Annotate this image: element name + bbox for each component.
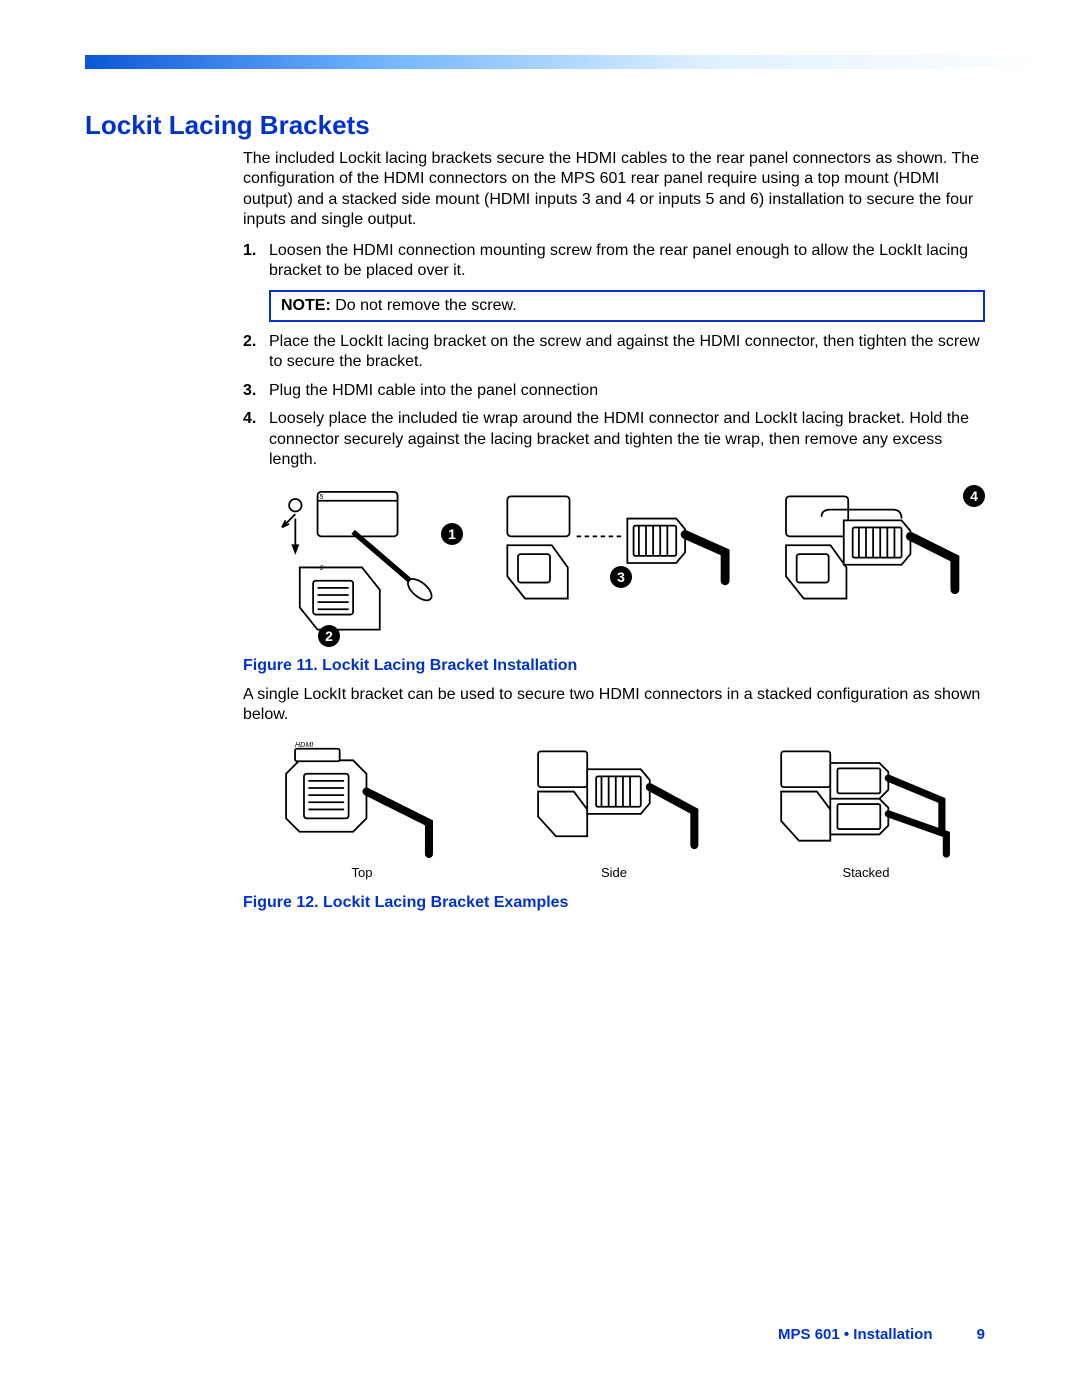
- step-number: 3.: [243, 381, 269, 401]
- step-text: Loosely place the included tie wrap arou…: [269, 409, 985, 470]
- page-footer: MPS 601 • Installation 9: [778, 1326, 985, 1343]
- figure-11-row: 5 6 1 2: [243, 483, 985, 643]
- hdmi-tiny-label: HDMI: [295, 740, 313, 748]
- callout-4: 4: [963, 485, 985, 507]
- figure-11-caption: Figure 11. Lockit Lacing Bracket Install…: [243, 657, 985, 675]
- footer-page-number: 9: [977, 1326, 985, 1343]
- step-list: 1. Loosen the HDMI connection mounting s…: [243, 241, 985, 282]
- step-2: 2. Place the LockIt lacing bracket on th…: [243, 332, 985, 373]
- figure-12-row: HDMI Top Side: [243, 738, 985, 880]
- step-3: 3. Plug the HDMI cable into the panel co…: [243, 381, 985, 401]
- note-text: Do not remove the screw.: [331, 297, 517, 314]
- step-number: 2.: [243, 332, 269, 373]
- figure-11-panel-2: 3: [495, 483, 733, 643]
- step-number: 4.: [243, 409, 269, 470]
- step-text: Place the LockIt lacing bracket on the s…: [269, 332, 985, 373]
- figure-12-caption: Figure 12. Lockit Lacing Bracket Example…: [243, 894, 985, 912]
- header-gradient-bar: [85, 55, 1040, 69]
- figure-12-panel-stacked: Stacked: [747, 738, 985, 880]
- figure-11-panel-1: 5 6 1 2: [243, 483, 481, 643]
- fig12-label-side: Side: [601, 865, 627, 880]
- callout-3: 3: [610, 566, 632, 588]
- note-box: NOTE: Do not remove the screw.: [269, 290, 985, 322]
- intro-paragraph: The included Lockit lacing brackets secu…: [243, 149, 985, 231]
- step-list-cont: 2. Place the LockIt lacing bracket on th…: [243, 332, 985, 471]
- figure-11-panel-3: 4: [747, 483, 985, 643]
- footer-doc: MPS 601 • Installation: [778, 1326, 932, 1343]
- step-text: Plug the HDMI cable into the panel conne…: [269, 381, 985, 401]
- bracket-side-icon: [495, 738, 733, 863]
- callout-1: 1: [441, 523, 463, 545]
- bracket-top-icon: HDMI: [243, 738, 481, 863]
- paragraph-2: A single LockIt bracket can be used to s…: [243, 685, 985, 726]
- note-label: NOTE:: [281, 297, 331, 314]
- step-1: 1. Loosen the HDMI connection mounting s…: [243, 241, 985, 282]
- small-label-5: 5: [319, 493, 323, 501]
- fig12-label-top: Top: [352, 865, 373, 880]
- bracket-diagram-1-icon: 5 6: [243, 483, 481, 643]
- bracket-diagram-2-icon: [495, 483, 733, 643]
- figure-12-panel-top: HDMI Top: [243, 738, 481, 880]
- step-text: Loosen the HDMI connection mounting scre…: [269, 241, 985, 282]
- callout-2: 2: [318, 625, 340, 647]
- bracket-diagram-3-icon: [747, 483, 985, 643]
- bracket-stacked-icon: [747, 738, 985, 863]
- step-4: 4. Loosely place the included tie wrap a…: [243, 409, 985, 470]
- svg-text:6: 6: [319, 564, 323, 572]
- section-title: Lockit Lacing Brackets: [85, 110, 985, 141]
- figure-12-panel-side: Side: [495, 738, 733, 880]
- page-content: Lockit Lacing Brackets The included Lock…: [85, 110, 985, 922]
- fig12-label-stacked: Stacked: [843, 865, 890, 880]
- step-number: 1.: [243, 241, 269, 282]
